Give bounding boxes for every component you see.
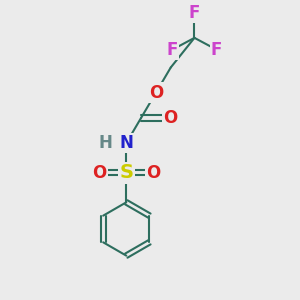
Text: O: O	[92, 164, 107, 182]
Text: O: O	[149, 84, 163, 102]
Text: O: O	[164, 109, 178, 127]
Text: O: O	[146, 164, 160, 182]
Text: H: H	[99, 134, 112, 152]
Text: N: N	[119, 134, 133, 152]
Text: F: F	[211, 41, 222, 59]
Text: S: S	[119, 163, 133, 182]
Text: F: F	[167, 41, 178, 59]
Text: F: F	[189, 4, 200, 22]
